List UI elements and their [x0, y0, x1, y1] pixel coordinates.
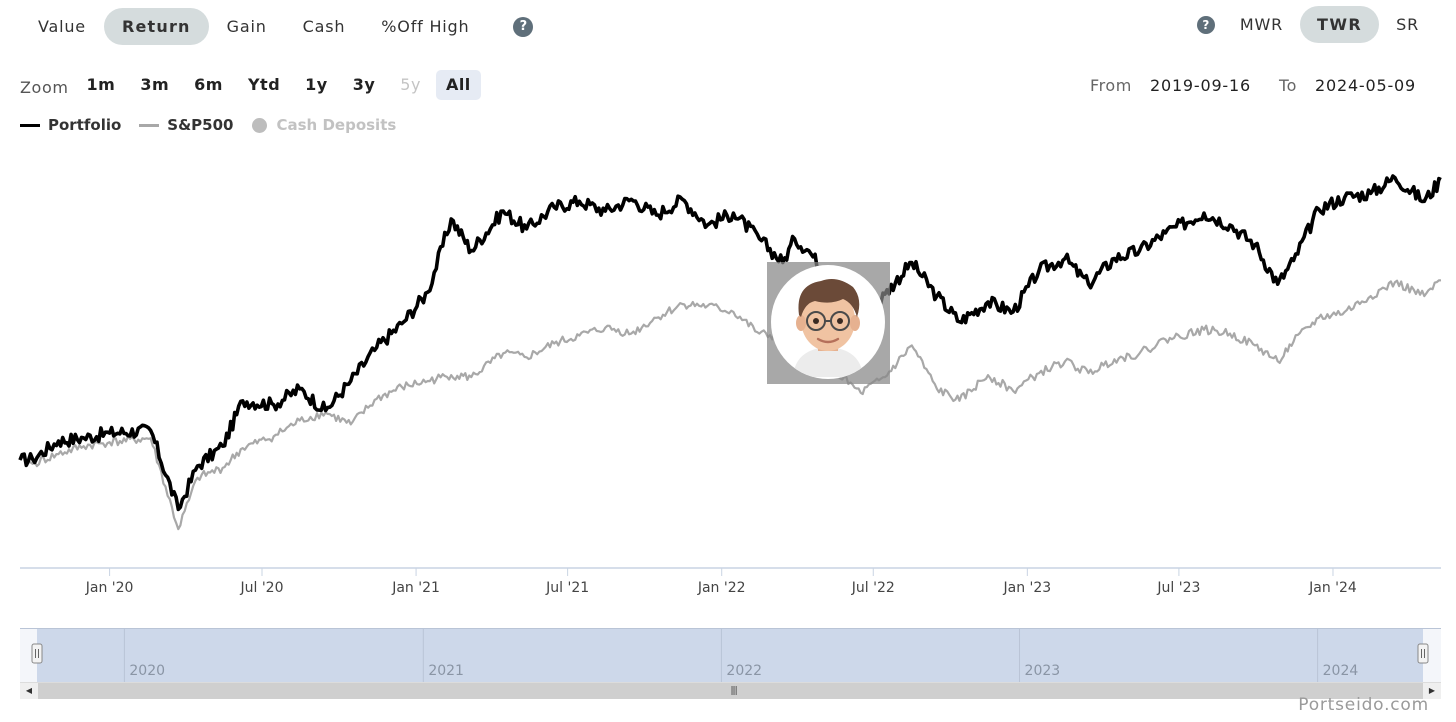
range-navigator[interactable]: 2020 2021 2022 2023 2024: [20, 628, 1441, 682]
x-tick-label: Jan '20: [85, 580, 134, 596]
navigator-year-label: 2023: [1025, 663, 1061, 679]
legend-cash-deposits[interactable]: Cash Deposits: [251, 116, 397, 134]
grip-icon: |||: [730, 686, 738, 696]
portfolio-line-swatch: [20, 123, 40, 127]
from-date-input[interactable]: 2019-09-16: [1149, 75, 1251, 95]
navigator-left-handle[interactable]: [31, 643, 43, 664]
date-range: From 2019-09-16 To 2024-05-09: [1090, 70, 1416, 100]
tab-value[interactable]: Value: [38, 17, 86, 36]
avatar: [771, 265, 885, 379]
zoom-all[interactable]: All: [435, 70, 481, 100]
sp500-line-swatch: [139, 123, 160, 127]
navigator-scrollbar[interactable]: ◀ ||| ▶: [20, 682, 1441, 699]
metric-tabs: Value Return Gain Cash %Off High ?: [20, 8, 534, 45]
x-tick-label: Jul '21: [545, 580, 589, 596]
navigator-years: 2020 2021 2022 2023 2024: [123, 628, 1359, 682]
tab-off-high[interactable]: %Off High: [381, 17, 470, 36]
scroll-left-icon[interactable]: ◀: [25, 686, 33, 695]
navigator-year-label: 2024: [1323, 663, 1359, 679]
zoom-6m[interactable]: 6m: [194, 75, 223, 94]
to-date-input[interactable]: 2024-05-09: [1315, 75, 1416, 95]
zoom-ytd[interactable]: Ytd: [247, 75, 281, 94]
brand-watermark: Portseido.com: [1298, 695, 1429, 715]
x-tick-label: Jul '22: [851, 580, 895, 596]
zoom-3y[interactable]: 3y: [352, 75, 376, 94]
return-method-tabs: ? MWR TWR SR: [1196, 6, 1436, 43]
memoji-avatar-icon: [793, 279, 863, 377]
x-tick-label: Jan '24: [1308, 580, 1357, 596]
from-label: From: [1089, 75, 1132, 95]
zoom-5y: 5y: [400, 75, 421, 94]
navigator-year-label: 2021: [428, 663, 464, 679]
zoom-1m[interactable]: 1m: [86, 75, 116, 94]
zoom-1y[interactable]: 1y: [305, 75, 328, 94]
navigator-year-label: 2020: [129, 663, 165, 679]
avatar-overlay[interactable]: [767, 262, 890, 384]
legend-sp500-label: S&P500: [167, 116, 234, 134]
chart-legend: Portfolio S&P500 Cash Deposits: [20, 114, 414, 136]
tab-return[interactable]: Return: [103, 8, 209, 45]
tab-gain[interactable]: Gain: [226, 17, 267, 36]
legend-cash-deposits-label: Cash Deposits: [276, 116, 397, 134]
method-help-icon[interactable]: ?: [1196, 15, 1215, 34]
scroll-right-icon[interactable]: ▶: [1428, 686, 1436, 695]
legend-portfolio[interactable]: Portfolio: [20, 116, 121, 134]
legend-portfolio-label: Portfolio: [48, 116, 122, 134]
cash-deposits-dot: [251, 117, 267, 133]
navigator-selection[interactable]: [37, 628, 1423, 682]
zoom-3m[interactable]: 3m: [140, 75, 170, 94]
tab-mwr[interactable]: MWR: [1239, 15, 1284, 34]
zoom-selector: Zoom 1m 3m 6m Ytd 1y 3y 5y All: [20, 70, 486, 100]
to-label: To: [1278, 75, 1298, 95]
navigator-right-handle[interactable]: [1417, 643, 1429, 664]
x-tick-label: Jul '23: [1156, 580, 1200, 596]
x-tick-label: Jul '20: [239, 580, 283, 596]
navigator-year-label: 2022: [726, 663, 762, 679]
tab-twr[interactable]: TWR: [1300, 6, 1380, 43]
legend-sp500[interactable]: S&P500: [139, 116, 234, 134]
portfolio-line: [18, 174, 1442, 512]
x-tick-label: Jan '22: [697, 580, 746, 596]
help-icon[interactable]: ?: [513, 16, 534, 37]
tab-cash[interactable]: Cash: [302, 17, 346, 36]
scrollbar-thumb[interactable]: |||: [38, 683, 1423, 699]
sp500-line: [19, 279, 1442, 531]
zoom-label: Zoom: [20, 77, 69, 97]
x-axis-ticks: Jan '20 Jul '20 Jan '21 Jul '21 Jan '22 Jul '…: [85, 568, 1357, 596]
return-chart[interactable]: Jan '20 Jul '20 Jan '21 Jul '21 Jan '22 Jul '…: [0, 140, 1456, 610]
x-tick-label: Jan '23: [1002, 580, 1051, 596]
x-tick-label: Jan '21: [391, 580, 440, 596]
tab-sr[interactable]: SR: [1396, 15, 1419, 34]
